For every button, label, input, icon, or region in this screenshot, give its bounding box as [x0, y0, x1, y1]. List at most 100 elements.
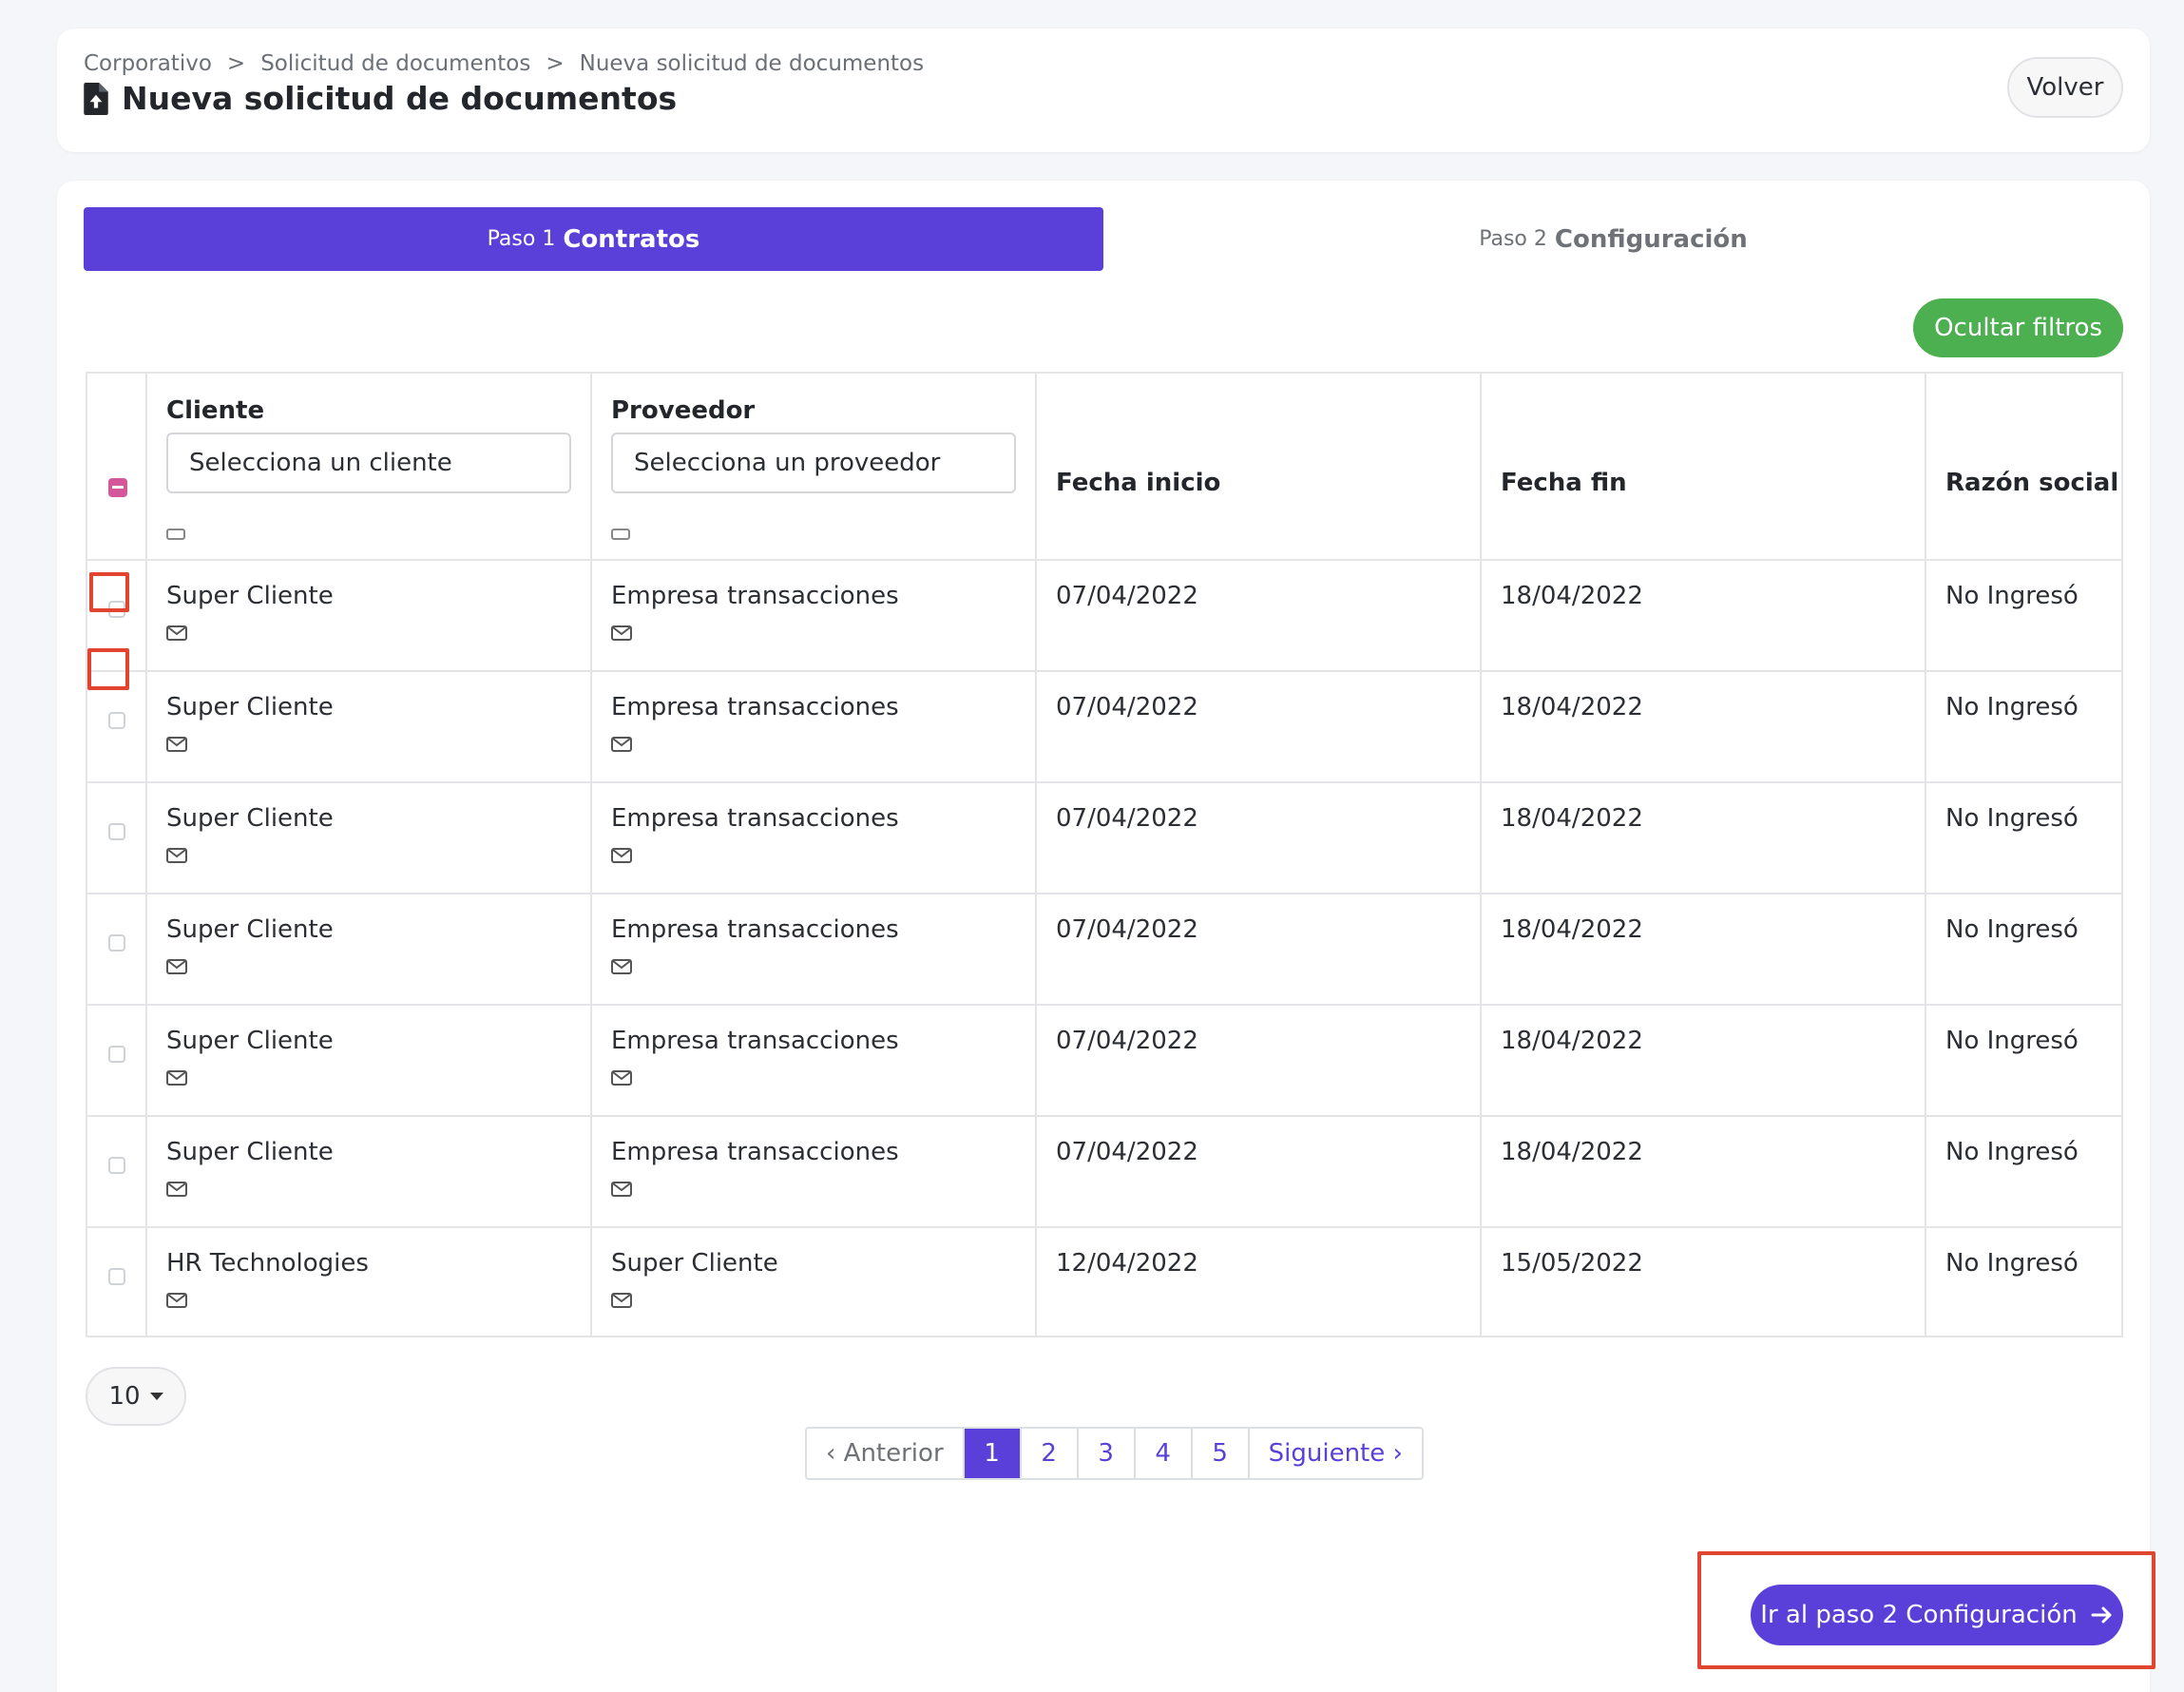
select-all-checkbox[interactable]: [108, 478, 127, 497]
table-row[interactable]: HR Technologies Super Cliente 12/04/2022 15…: [87, 1227, 2121, 1336]
breadcrumb-item-current: Nueva solicitud de documentos: [579, 51, 925, 76]
column-cliente-label[interactable]: Cliente: [166, 396, 265, 425]
fecha-inicio-cell: 07/04/2022: [1036, 782, 1482, 894]
proveedor-cell: Empresa transacciones: [591, 671, 1037, 783]
pagination-page-4[interactable]: 4: [1135, 1429, 1193, 1478]
row-checkbox[interactable]: [108, 1046, 125, 1063]
breadcrumb-item-corporativo[interactable]: Corporativo: [84, 51, 212, 76]
step-2-configuracion[interactable]: Paso 2 Configuración: [1103, 207, 2123, 271]
pagination-page-2[interactable]: 2: [1021, 1429, 1079, 1478]
cliente-cell: Super Cliente: [146, 671, 592, 783]
mail-icon[interactable]: [166, 1070, 187, 1086]
fecha-fin-cell: 18/04/2022: [1481, 894, 1926, 1006]
step-2-name: Configuración: [1554, 224, 1748, 254]
row-select-cell: [87, 1227, 147, 1336]
fecha-fin-cell: 18/04/2022: [1481, 1005, 1926, 1117]
column-fecha-fin: Fecha fin: [1481, 374, 1926, 561]
row-checkbox[interactable]: [108, 1268, 125, 1285]
fecha-inicio-value: 07/04/2022: [1056, 915, 1198, 944]
pagination-next[interactable]: Siguiente ›: [1249, 1429, 1422, 1478]
mail-icon[interactable]: [166, 848, 187, 863]
mail-icon[interactable]: [166, 1293, 187, 1308]
fecha-inicio-value: 07/04/2022: [1056, 1027, 1198, 1055]
column-proveedor-label[interactable]: Proveedor: [611, 396, 756, 425]
column-razon-social: Razón social: [1925, 374, 2121, 561]
fecha-inicio-value: 12/04/2022: [1056, 1249, 1198, 1278]
fecha-fin-cell: 18/04/2022: [1481, 560, 1926, 672]
pagination-page-5[interactable]: 5: [1192, 1429, 1250, 1478]
breadcrumb-separator: >: [226, 51, 246, 76]
razon-social-value: No Ingresó: [1945, 1249, 2079, 1278]
highlight-row-1-checkbox: [89, 572, 129, 612]
fecha-fin-value: 18/04/2022: [1501, 804, 1643, 833]
proveedor-cell: Empresa transacciones: [591, 1005, 1037, 1117]
mail-icon[interactable]: [166, 959, 187, 974]
breadcrumb-item-solicitud[interactable]: Solicitud de documentos: [260, 51, 531, 76]
step-1-name: Contratos: [563, 224, 700, 254]
row-select-cell: [87, 782, 147, 894]
proveedor-value: Super Cliente: [611, 1249, 778, 1278]
row-select-cell: [87, 894, 147, 1006]
sort-icon[interactable]: [611, 529, 630, 540]
razon-social-cell: No Ingresó: [1925, 560, 2121, 672]
fecha-inicio-value: 07/04/2022: [1056, 804, 1198, 833]
fecha-inicio-cell: 12/04/2022: [1036, 1227, 1482, 1336]
proveedor-filter-input[interactable]: [611, 433, 1016, 493]
table-header-row: Cliente Proveedor Fecha inicio Fecha fin: [87, 374, 2121, 561]
column-fecha-fin-label[interactable]: Fecha fin: [1501, 469, 1627, 497]
next-step-button[interactable]: Ir al paso 2 Configuración: [1751, 1585, 2123, 1645]
proveedor-value: Empresa transacciones: [611, 915, 899, 944]
column-razon-social-label[interactable]: Razón social: [1945, 469, 2119, 497]
cliente-filter-input[interactable]: [166, 433, 571, 493]
mail-icon[interactable]: [166, 737, 187, 752]
mail-icon[interactable]: [166, 1182, 187, 1197]
proveedor-value: Empresa transacciones: [611, 804, 899, 833]
row-select-cell: [87, 1116, 147, 1228]
table-row[interactable]: Super Cliente Empresa transacciones 07/04/…: [87, 1116, 2121, 1228]
row-checkbox[interactable]: [108, 712, 125, 729]
contracts-table: Cliente Proveedor Fecha inicio Fecha fin: [86, 372, 2123, 1337]
fecha-inicio-cell: 07/04/2022: [1036, 560, 1482, 672]
sort-icon[interactable]: [166, 529, 185, 540]
mail-icon[interactable]: [611, 737, 632, 752]
page-size-select[interactable]: 10: [86, 1367, 186, 1426]
proveedor-cell: Empresa transacciones: [591, 1116, 1037, 1228]
mail-icon[interactable]: [611, 1070, 632, 1086]
table-row[interactable]: Super Cliente Empresa transacciones 07/04/…: [87, 894, 2121, 1006]
razon-social-value: No Ingresó: [1945, 693, 2079, 721]
mail-icon[interactable]: [611, 625, 632, 641]
table-row[interactable]: Super Cliente Empresa transacciones 07/04/…: [87, 782, 2121, 894]
razon-social-value: No Ingresó: [1945, 1138, 2079, 1166]
table-row[interactable]: Super Cliente Empresa transacciones 07/04/…: [87, 671, 2121, 783]
pagination-page-1[interactable]: 1: [964, 1429, 1022, 1478]
file-upload-icon: [84, 82, 108, 115]
column-fecha-inicio-label[interactable]: Fecha inicio: [1056, 469, 1221, 497]
mail-icon[interactable]: [611, 1182, 632, 1197]
mail-icon[interactable]: [611, 848, 632, 863]
row-checkbox[interactable]: [108, 1157, 125, 1174]
table-row[interactable]: Super Cliente Empresa transacciones 07/04/…: [87, 560, 2121, 672]
stepper: Paso 1 Contratos Paso 2 Configuración: [84, 207, 2123, 271]
proveedor-cell: Empresa transacciones: [591, 560, 1037, 672]
breadcrumb: Corporativo > Solicitud de documentos > …: [84, 51, 924, 76]
row-checkbox[interactable]: [108, 934, 125, 952]
table-row[interactable]: Super Cliente Empresa transacciones 07/04/…: [87, 1005, 2121, 1117]
mail-icon[interactable]: [611, 1293, 632, 1308]
step-1-contratos[interactable]: Paso 1 Contratos: [84, 207, 1103, 271]
cliente-value: Super Cliente: [166, 582, 334, 610]
back-button[interactable]: Volver: [2007, 57, 2123, 118]
mail-icon[interactable]: [611, 959, 632, 974]
row-select-cell: [87, 560, 147, 672]
pagination-page-3[interactable]: 3: [1078, 1429, 1136, 1478]
cliente-value: Super Cliente: [166, 1027, 334, 1055]
arrow-right-icon: [2091, 1606, 2112, 1624]
hide-filters-button[interactable]: Ocultar filtros: [1913, 298, 2123, 357]
fecha-fin-cell: 18/04/2022: [1481, 782, 1926, 894]
pagination-prev[interactable]: ‹ Anterior: [807, 1429, 965, 1478]
row-checkbox[interactable]: [108, 823, 125, 840]
proveedor-cell: Super Cliente: [591, 1227, 1037, 1336]
cliente-cell: Super Cliente: [146, 560, 592, 672]
column-cliente: Cliente: [146, 374, 592, 561]
breadcrumb-separator: >: [546, 51, 565, 76]
mail-icon[interactable]: [166, 625, 187, 641]
